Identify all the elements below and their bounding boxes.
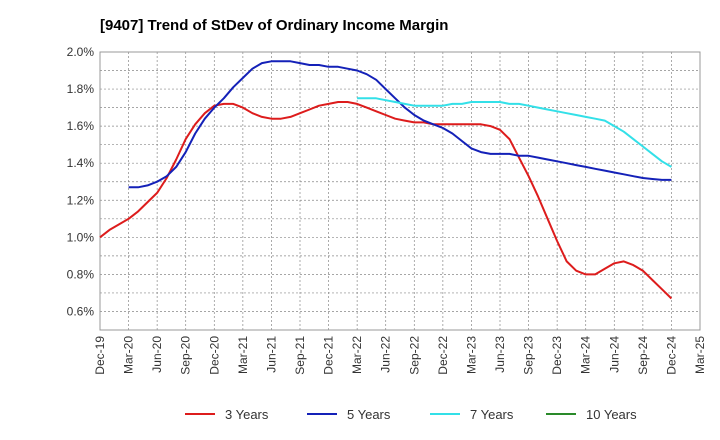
x-tick-label: Mar-20: [122, 336, 136, 374]
x-tick-label: Jun-23: [493, 336, 507, 373]
y-tick-label: 1.8%: [67, 82, 95, 96]
series-line-7-years: [357, 97, 672, 168]
legend: 3 Years 5 Years 7 Years 10 Years: [185, 407, 637, 422]
x-axis-ticks: Dec-19 Mar-20 Jun-20 Sep-20 Dec-20 Mar-21 Jun-…: [93, 336, 707, 375]
legend-label: 10 Years: [586, 407, 637, 422]
legend-label: 5 Years: [347, 407, 391, 422]
x-tick-label: Sep-21: [293, 336, 307, 375]
x-tick-label: Jun-21: [264, 336, 278, 373]
x-tick-label: Mar-22: [350, 336, 364, 374]
y-tick-label: 1.4%: [67, 156, 95, 170]
x-tick-label: Dec-21: [322, 336, 336, 375]
series-line-5-years: [128, 60, 672, 189]
x-tick-label: Dec-19: [93, 336, 107, 375]
x-tick-label: Dec-23: [550, 336, 564, 375]
x-tick-label: Dec-24: [664, 336, 678, 375]
x-tick-label: Sep-24: [636, 336, 650, 375]
x-tick-label: Jun-22: [379, 336, 393, 373]
y-tick-label: 1.2%: [67, 193, 95, 207]
x-tick-label: Sep-23: [522, 336, 536, 375]
plot-frame: [99, 51, 701, 331]
x-tick-label: Sep-22: [407, 336, 421, 375]
chart-title: [9407] Trend of StDev of Ordinary Income…: [100, 17, 448, 34]
x-tick-label: Jun-24: [607, 336, 621, 373]
series-lines: [99, 60, 673, 300]
x-tick-label: Mar-25: [693, 336, 707, 374]
x-tick-label: Mar-23: [464, 336, 478, 374]
y-tick-label: 0.6%: [67, 304, 95, 318]
x-tick-label: Jun-20: [150, 336, 164, 373]
x-tick-label: Dec-22: [436, 336, 450, 375]
series-line-3-years: [99, 101, 673, 300]
y-tick-label: 0.8%: [67, 267, 95, 281]
x-tick-label: Mar-24: [579, 336, 593, 374]
x-tick-label: Sep-20: [179, 336, 193, 375]
legend-label: 7 Years: [470, 407, 514, 422]
y-axis-ticks: 0.6% 0.8% 1.0% 1.2% 1.4% 1.6% 1.8% 2.0%: [67, 45, 95, 318]
grid: [99, 51, 701, 331]
y-tick-label: 1.0%: [67, 230, 95, 244]
y-tick-label: 2.0%: [67, 45, 95, 59]
y-tick-label: 1.6%: [67, 119, 95, 133]
legend-label: 3 Years: [225, 407, 269, 422]
x-tick-label: Mar-21: [236, 336, 250, 374]
x-tick-label: Dec-20: [207, 336, 221, 375]
